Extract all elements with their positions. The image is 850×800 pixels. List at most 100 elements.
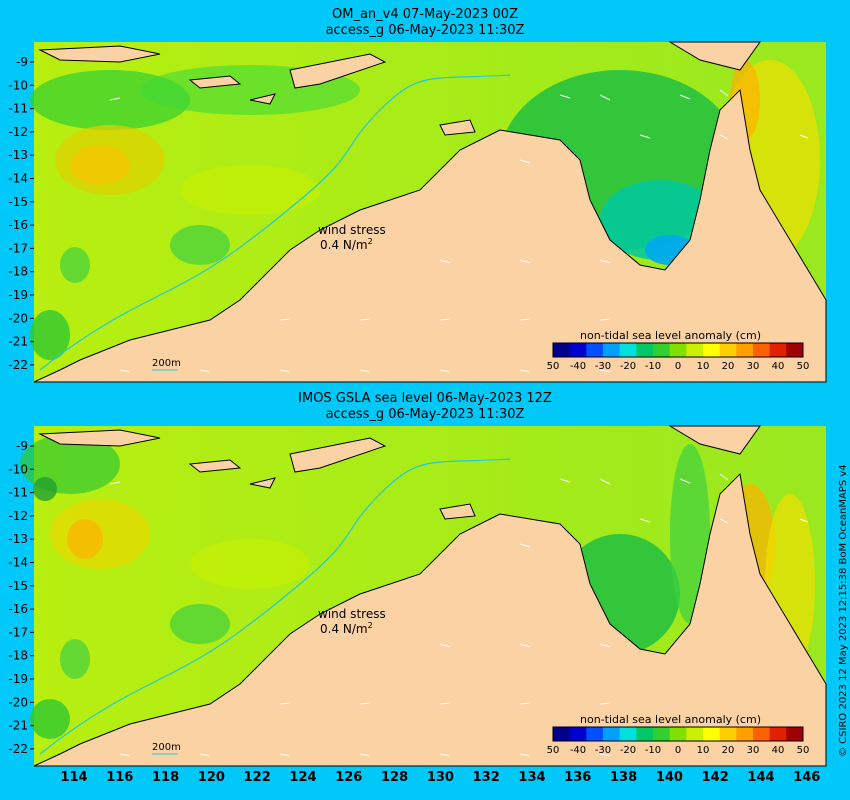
colorbar-swatch xyxy=(703,727,721,741)
lat-tick-label: -16 xyxy=(8,218,28,232)
colorbar-swatch xyxy=(719,727,737,741)
lon-tick-label: 144 xyxy=(747,770,775,785)
wind-stress-label: wind stress xyxy=(318,223,386,237)
wind-stress-value: 0.4 N/m2 xyxy=(320,237,373,252)
colorbar-tick-label: 50 xyxy=(797,361,810,372)
lat-tick-label: -22 xyxy=(8,742,28,756)
lon-tick-label: 146 xyxy=(793,770,821,785)
lon-tick-label: 124 xyxy=(289,770,317,785)
lon-tick-label: 114 xyxy=(60,770,88,785)
colorbar-swatch xyxy=(619,343,637,357)
colorbar-outline xyxy=(552,342,804,358)
colorbar-swatch xyxy=(653,343,671,357)
lon-tick-label: 116 xyxy=(106,770,134,785)
lat-tick-label: -17 xyxy=(8,241,28,255)
lon-tick-label: 140 xyxy=(655,770,683,785)
colorbar-swatch xyxy=(703,343,721,357)
colorbar-swatch xyxy=(669,727,687,741)
lat-tick-label: -16 xyxy=(8,602,28,616)
lon-tick-label: 118 xyxy=(152,770,180,785)
latitude-axis: -9 -10 -11 -12 -13 -14 -15 -16 -17 -18 -19 -20 -21 -2… xyxy=(8,439,34,756)
map-panel-model: wind stress 0.4 N/m2 200m non-tidal sea … xyxy=(8,41,827,383)
lon-tick-label: 122 xyxy=(243,770,271,785)
lat-tick-label: -18 xyxy=(8,265,28,279)
isobath-200m xyxy=(39,458,511,755)
map-panel-observed: wind stress 0.4 N/m2 200m non-tidal sea … xyxy=(8,425,827,767)
colorbar-tick-label: -30 xyxy=(595,745,611,756)
wind-stress-value: 0.4 N/m2 xyxy=(320,621,373,636)
credit-text: © CSIRO 2023 12 May 2023 12:15:38 BoM Oc… xyxy=(838,464,849,757)
panel1-title-line2: access_g 06-May-2023 11:30Z xyxy=(325,23,525,38)
lat-tick-label: -15 xyxy=(8,579,28,593)
colorbar-swatch xyxy=(603,727,621,741)
lat-tick-label: -13 xyxy=(8,148,28,162)
lat-tick-label: -14 xyxy=(8,172,28,186)
colorbar-swatch xyxy=(569,343,587,357)
contour-label-200m: 200m xyxy=(152,358,181,369)
lat-tick-label: -10 xyxy=(8,462,28,476)
colorbar-tick-label: -30 xyxy=(595,361,611,372)
lat-tick-label: -19 xyxy=(8,672,28,686)
latitude-axis: -9 -10 -11 -12 -13 -14 -15 -16 -17 -18 -19 -20 -21 -2… xyxy=(8,55,34,372)
lat-tick-label: -18 xyxy=(8,649,28,663)
lon-tick-label: 130 xyxy=(426,770,454,785)
colorbar-tick-label: 20 xyxy=(722,361,735,372)
colorbar-swatch xyxy=(736,343,754,357)
islands-north xyxy=(38,41,761,136)
colorbar-tick-label: 50 xyxy=(547,361,560,372)
colorbar-title: non-tidal sea level anomaly (cm) xyxy=(580,329,761,342)
colorbar-tick-label: 30 xyxy=(747,361,760,372)
colorbar-tick-label: 0 xyxy=(675,361,681,372)
colorbar-swatch xyxy=(603,343,621,357)
islands-north xyxy=(38,425,761,520)
colorbar-title: non-tidal sea level anomaly (cm) xyxy=(580,713,761,726)
lat-tick-label: -21 xyxy=(8,719,28,733)
lon-tick-label: 142 xyxy=(701,770,729,785)
colorbar-swatch xyxy=(686,727,704,741)
colorbar-swatch xyxy=(719,343,737,357)
wind-vectors xyxy=(109,89,809,373)
colorbar-swatch xyxy=(669,343,687,357)
lat-tick-label: -10 xyxy=(8,78,28,92)
colorbar-tick-label: 0 xyxy=(675,745,681,756)
colorbar-tick-label: -40 xyxy=(570,745,586,756)
lat-tick-label: -11 xyxy=(8,102,28,116)
lat-tick-label: -15 xyxy=(8,195,28,209)
lon-tick-label: 120 xyxy=(197,770,225,785)
colorbar-outline xyxy=(552,726,804,742)
colorbar-tick-label: 30 xyxy=(747,745,760,756)
colorbar-tick-label: 10 xyxy=(697,361,710,372)
lon-tick-label: 128 xyxy=(381,770,409,785)
wind-stress-label: wind stress xyxy=(318,607,386,621)
colorbar-tick-label: 20 xyxy=(722,745,735,756)
colorbar-swatch xyxy=(553,727,571,741)
colorbar-tick-label: -10 xyxy=(645,745,661,756)
colorbar: 50 -40 -30 -20 -10 0 10 20 30 40 50 xyxy=(547,726,810,756)
colorbar-swatch xyxy=(569,727,587,741)
colorbar-swatch xyxy=(619,727,637,741)
lat-tick-label: -11 xyxy=(8,486,28,500)
colorbar-swatch xyxy=(753,343,771,357)
panel1-title-line1: OM_an_v4 07-May-2023 00Z xyxy=(332,7,518,22)
colorbar-tick-label: 50 xyxy=(797,745,810,756)
land-australia xyxy=(33,88,827,383)
land-australia xyxy=(33,472,827,767)
colorbar-swatch xyxy=(786,727,804,741)
colorbar-swatch xyxy=(636,343,654,357)
lat-tick-label: -12 xyxy=(8,125,28,139)
lat-tick-label: -9 xyxy=(16,439,28,453)
colorbar-swatch xyxy=(736,727,754,741)
lat-tick-label: -21 xyxy=(8,335,28,349)
panel2-title-line1: IMOS GSLA sea level 06-May-2023 12Z xyxy=(298,391,552,406)
colorbar-tick-label: -10 xyxy=(645,361,661,372)
colorbar-swatch xyxy=(636,727,654,741)
colorbar-swatch xyxy=(769,343,787,357)
contour-label-200m: 200m xyxy=(152,742,181,753)
lat-tick-label: -20 xyxy=(8,695,28,709)
lon-tick-label: 136 xyxy=(564,770,592,785)
isobath-200m xyxy=(39,74,511,371)
colorbar-swatch xyxy=(753,727,771,741)
colorbar-tick-label: -40 xyxy=(570,361,586,372)
lon-tick-label: 138 xyxy=(610,770,638,785)
lat-tick-label: -20 xyxy=(8,311,28,325)
